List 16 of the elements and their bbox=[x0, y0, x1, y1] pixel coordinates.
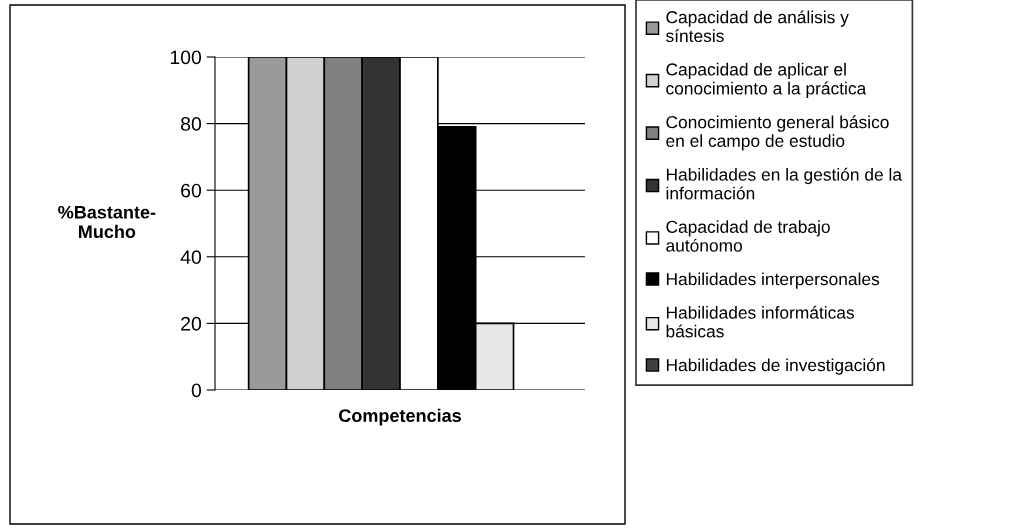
legend-label: Habilidades informáticas básicas bbox=[666, 305, 855, 338]
y-tick-label: 80 bbox=[181, 117, 202, 131]
legend-label: Habilidades interpersonales bbox=[666, 272, 880, 289]
y-tick-label: 60 bbox=[181, 183, 202, 198]
legend-label: Capacidad de trabajo autónomo bbox=[666, 220, 830, 252]
y-tick-label: 0 bbox=[191, 383, 202, 398]
legend-label: Conocimiento general básico en el campo de estudio bbox=[666, 115, 889, 151]
legend-label: Habilidades de investigación bbox=[666, 358, 885, 375]
y-axis-title: %Bastante- Mucho bbox=[58, 205, 156, 239]
y-tick-label: 20 bbox=[181, 316, 202, 331]
x-axis-title: Competencias bbox=[339, 408, 461, 426]
y-tick-label: 100 bbox=[170, 50, 202, 65]
y-tick-label: 40 bbox=[180, 250, 202, 265]
legend-label: Habilidades en la gestión de la información bbox=[666, 167, 902, 200]
legend-label: Capacidad de análisis y síntesis bbox=[666, 10, 849, 43]
legend-label: Capacidad de aplicar el conocimiento a la práctica bbox=[666, 62, 867, 98]
